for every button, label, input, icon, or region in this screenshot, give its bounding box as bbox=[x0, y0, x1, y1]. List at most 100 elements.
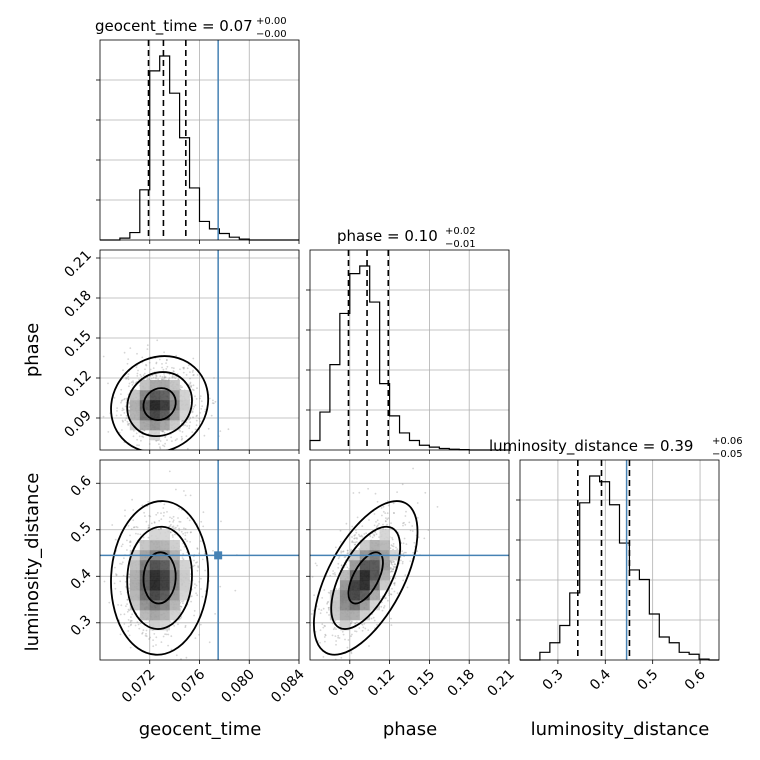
contour-luminosity_distance-vs-geocent_time-sample bbox=[163, 503, 166, 506]
contour-luminosity_distance-vs-phase-sample bbox=[390, 593, 393, 596]
contour-phase-vs-geocent_time-cell bbox=[149, 430, 161, 441]
contour-luminosity_distance-vs-geocent_time-sample bbox=[170, 648, 173, 651]
contour-luminosity_distance-vs-geocent_time-sample bbox=[160, 512, 162, 515]
contour-phase-vs-geocent_time-sample bbox=[164, 442, 167, 445]
contour-luminosity_distance-vs-geocent_time-sample bbox=[153, 521, 156, 523]
contour-luminosity_distance-vs-phase-sample bbox=[361, 629, 364, 632]
contour-luminosity_distance-vs-phase-sample bbox=[392, 568, 394, 571]
contour-luminosity_distance-vs-geocent_time-sample bbox=[152, 639, 155, 641]
contour-phase-vs-geocent_time-sample bbox=[192, 408, 195, 410]
contour-phase-vs-geocent_time-sample bbox=[113, 397, 116, 399]
contour-luminosity_distance-vs-phase-cell bbox=[379, 570, 390, 581]
contour-phase-vs-geocent_time-sample bbox=[127, 424, 130, 426]
contour-luminosity_distance-vs-geocent_time-sample bbox=[170, 635, 173, 638]
contour-luminosity_distance-vs-phase-sample bbox=[339, 529, 342, 532]
contour-luminosity_distance-vs-phase-sample bbox=[344, 555, 347, 558]
contour-luminosity_distance-vs-geocent_time-sample bbox=[198, 552, 201, 555]
contour-luminosity_distance-vs-phase-sample bbox=[326, 601, 329, 604]
contour-luminosity_distance-vs-geocent_time-sample bbox=[126, 539, 128, 542]
contour-luminosity_distance-vs-phase-sample bbox=[393, 512, 395, 514]
contour-luminosity_distance-vs-geocent_time-sample bbox=[193, 559, 195, 562]
contour-luminosity_distance-vs-phase-sample bbox=[352, 492, 355, 494]
contour-luminosity_distance-vs-phase-sample bbox=[371, 536, 374, 539]
contour-luminosity_distance-vs-phase-sample bbox=[372, 616, 375, 619]
contour-luminosity_distance-vs-geocent_time-sample bbox=[203, 552, 206, 555]
contour-phase-vs-geocent_time-sample bbox=[163, 375, 166, 377]
contour-luminosity_distance-vs-geocent_time-sample bbox=[135, 532, 137, 535]
contour-phase-vs-geocent_time-sample bbox=[124, 405, 127, 408]
contour-phase-vs-geocent_time-sample bbox=[127, 373, 130, 375]
contour-luminosity_distance-vs-phase-cell bbox=[339, 620, 351, 631]
contour-luminosity_distance-vs-phase-sample bbox=[350, 622, 353, 624]
contour-luminosity_distance-vs-geocent_time-sample bbox=[120, 593, 122, 595]
contour-luminosity_distance-vs-geocent_time-cell bbox=[139, 580, 151, 591]
contour-phase-vs-geocent_time-sample bbox=[185, 421, 188, 424]
contour-phase-vs-geocent_time-sample bbox=[150, 377, 153, 380]
contour-luminosity_distance-vs-geocent_time-cell bbox=[169, 540, 180, 551]
contour-phase-vs-geocent_time-sample bbox=[227, 428, 230, 431]
contour-luminosity_distance-vs-geocent_time-sample bbox=[145, 635, 148, 638]
contour-phase-vs-geocent_time-sample bbox=[133, 430, 135, 432]
contour-luminosity_distance-vs-phase-sample bbox=[393, 590, 396, 593]
contour-luminosity_distance-vs-geocent_time-sample bbox=[194, 583, 196, 585]
contour-luminosity_distance-vs-geocent_time-cell bbox=[159, 580, 170, 591]
contour-luminosity_distance-vs-geocent_time-sample bbox=[128, 575, 131, 578]
contour-phase-vs-geocent_time-sample bbox=[163, 445, 166, 448]
contour-luminosity_distance-vs-geocent_time-cell bbox=[159, 610, 170, 621]
contour-luminosity_distance-vs-phase-sample bbox=[354, 622, 357, 625]
contour-phase-vs-geocent_time-sample bbox=[191, 388, 194, 391]
contour-luminosity_distance-vs-phase-sample bbox=[403, 551, 406, 554]
contour-luminosity_distance-vs-phase-sample bbox=[367, 629, 370, 631]
contour-luminosity_distance-vs-geocent_time-sample bbox=[141, 504, 144, 507]
contour-luminosity_distance-vs-phase-sample bbox=[389, 561, 392, 563]
contour-luminosity_distance-vs-phase-sample bbox=[392, 543, 395, 545]
contour-phase-vs-geocent_time-sample bbox=[189, 381, 192, 384]
contour-luminosity_distance-vs-phase-sample bbox=[354, 541, 357, 544]
contour-luminosity_distance-vs-geocent_time-sample bbox=[182, 602, 184, 605]
panel-contour-luminosity_distance-vs-phase bbox=[306, 459, 510, 664]
contour-phase-vs-geocent_time-sample bbox=[182, 367, 185, 370]
contour-luminosity_distance-vs-phase-sample bbox=[334, 635, 337, 637]
contour-luminosity_distance-vs-phase-sample bbox=[334, 546, 337, 549]
contour-phase-vs-geocent_time-sample bbox=[172, 367, 175, 370]
contour-phase-vs-geocent_time-sample bbox=[194, 404, 197, 406]
contour-luminosity_distance-vs-phase-sample bbox=[395, 546, 397, 549]
contour-luminosity_distance-vs-phase-sample bbox=[385, 517, 387, 519]
contour-luminosity_distance-vs-phase-sample bbox=[392, 545, 395, 548]
contour-phase-vs-geocent_time-sample bbox=[121, 409, 124, 412]
contour-luminosity_distance-vs-geocent_time-sample bbox=[180, 606, 183, 608]
contour-luminosity_distance-vs-phase-sample bbox=[373, 534, 376, 537]
contour-luminosity_distance-vs-phase-sample bbox=[351, 536, 353, 538]
contour-phase-vs-geocent_time-sample bbox=[137, 369, 139, 372]
contour-luminosity_distance-vs-phase-sample bbox=[390, 544, 393, 547]
contour-luminosity_distance-vs-geocent_time-sample bbox=[168, 520, 171, 523]
contour-phase-vs-geocent_time-sample bbox=[180, 438, 183, 441]
contour-phase-vs-geocent_time-sample bbox=[188, 425, 191, 427]
contour-phase-vs-geocent_time-sample bbox=[155, 362, 158, 365]
contour-luminosity_distance-vs-geocent_time-sample bbox=[190, 595, 193, 597]
contour-phase-vs-geocent_time-sample bbox=[122, 420, 124, 423]
contour-luminosity_distance-vs-phase-cell bbox=[339, 600, 351, 611]
contour-luminosity_distance-vs-geocent_time-sample bbox=[166, 630, 169, 632]
contour-luminosity_distance-vs-geocent_time-sample bbox=[220, 520, 222, 523]
contour-phase-vs-geocent_time-sample bbox=[161, 366, 164, 369]
contour-phase-vs-geocent_time-sample bbox=[190, 384, 193, 387]
contour-luminosity_distance-vs-phase-sample bbox=[339, 541, 342, 543]
contour-luminosity_distance-vs-geocent_time-sample bbox=[175, 488, 177, 491]
contour-luminosity_distance-vs-geocent_time-sample bbox=[177, 623, 179, 626]
contour-luminosity_distance-vs-geocent_time-cell bbox=[149, 610, 161, 621]
contour-luminosity_distance-vs-phase-sample bbox=[390, 561, 393, 564]
contour-luminosity_distance-vs-phase-sample bbox=[338, 637, 341, 639]
contour-phase-vs-geocent_time-sample bbox=[203, 434, 206, 437]
contour-luminosity_distance-vs-phase-sample bbox=[377, 524, 379, 527]
contour-phase-vs-geocent_time-sample bbox=[149, 368, 152, 371]
contour-luminosity_distance-vs-phase-sample bbox=[389, 566, 392, 569]
contour-luminosity_distance-vs-geocent_time-sample bbox=[182, 558, 185, 561]
contour-phase-vs-geocent_time-cell bbox=[129, 390, 141, 401]
contour-luminosity_distance-vs-phase-sample bbox=[361, 536, 364, 538]
contour-phase-vs-geocent_time-sample bbox=[164, 376, 167, 378]
contour-phase-vs-geocent_time-sample bbox=[155, 439, 158, 442]
contour-phase-vs-geocent_time-sample bbox=[132, 435, 135, 438]
contour-luminosity_distance-vs-phase-sample bbox=[393, 563, 396, 566]
contour-phase-vs-geocent_time-sample bbox=[141, 356, 144, 359]
